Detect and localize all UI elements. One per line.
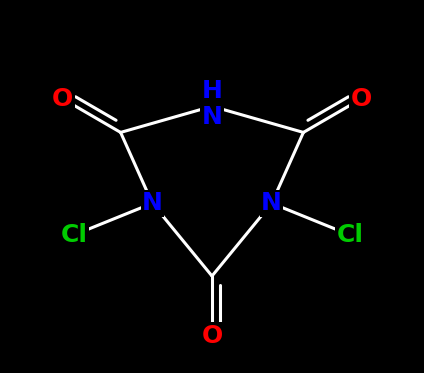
Text: N: N	[142, 191, 163, 215]
Text: N: N	[261, 191, 282, 215]
Text: N: N	[201, 106, 223, 129]
Text: H: H	[201, 79, 223, 103]
Text: Cl: Cl	[61, 223, 87, 247]
Text: Cl: Cl	[337, 223, 363, 247]
Text: O: O	[201, 324, 223, 348]
Text: O: O	[351, 87, 372, 111]
Text: O: O	[52, 87, 73, 111]
